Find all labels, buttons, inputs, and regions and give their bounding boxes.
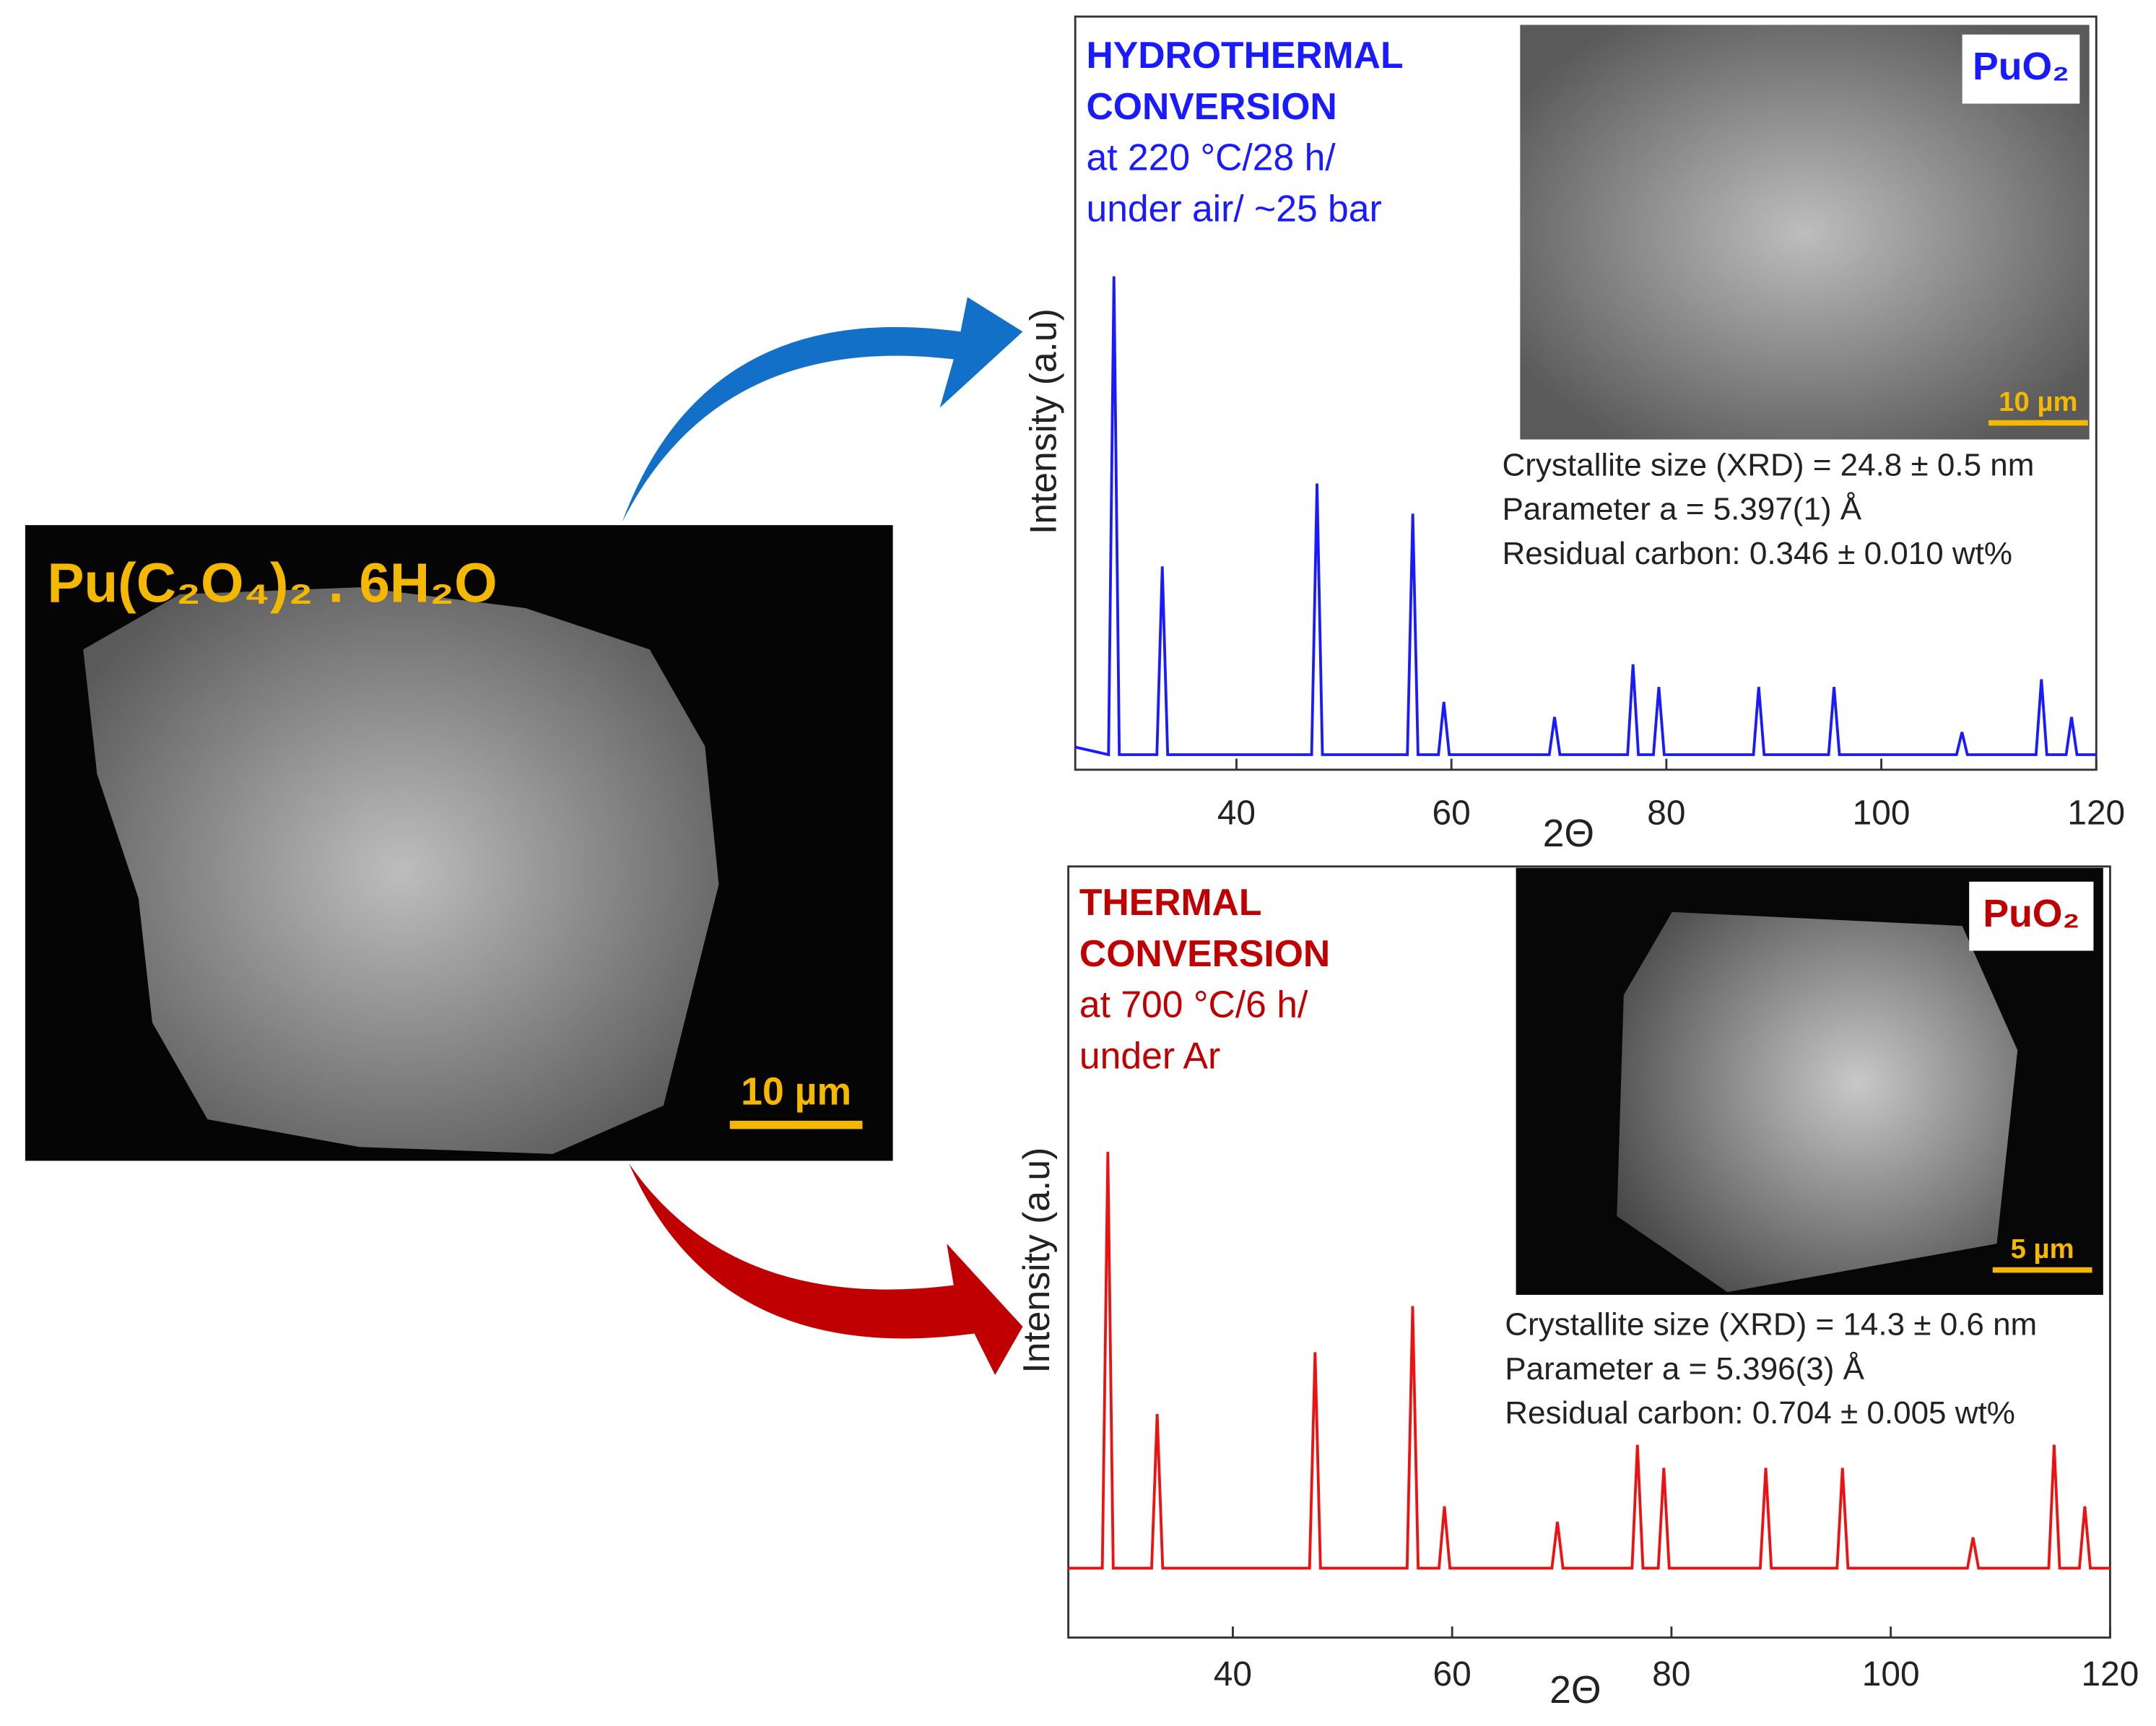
inset-scale: 5 µm [2011, 1233, 2074, 1265]
conversion-title: HYDROTHERMAL [1086, 34, 1403, 76]
stat: Parameter a = 5.396(3) Å [1505, 1351, 1864, 1387]
x-tick-label: 120 [2067, 794, 2125, 833]
x-tick-label: 80 [1652, 1655, 1690, 1694]
conditions: at 700 °C/6 h/ [1079, 984, 1308, 1025]
stat: Crystallite size (XRD) = 24.8 ± 0.5 nm [1502, 447, 2034, 482]
inset-label-box [1962, 34, 2080, 104]
conversion-title: THERMAL [1079, 881, 1262, 923]
inset-label: PuO₂ [1983, 893, 2079, 935]
arrow [629, 1163, 1023, 1375]
xrd-line [1074, 276, 2097, 757]
conversion-title: CONVERSION [1079, 932, 1330, 974]
crystal [83, 587, 719, 1154]
crystal [1617, 911, 2018, 1293]
inset-scale: 10 µm [1999, 386, 2077, 417]
x-tick-label: 100 [1862, 1655, 1920, 1694]
x-tick-label: 80 [1647, 794, 1685, 833]
inset-label-box [1969, 881, 2094, 951]
x-axis-label: 2Θ [1549, 1669, 1601, 1712]
arrow [622, 297, 1023, 523]
conditions: under Ar [1079, 1034, 1220, 1076]
conditions: at 220 °C/28 h/ [1086, 136, 1336, 178]
x-tick-label: 60 [1433, 1655, 1472, 1694]
x-tick-label: 120 [2082, 1655, 2139, 1694]
scale-label: 10 µm [741, 1071, 851, 1114]
x-tick-label: 60 [1433, 794, 1471, 833]
stat: Crystallite size (XRD) = 14.3 ± 0.6 nm [1505, 1307, 2037, 1343]
y-axis-label: Intensity (a.u) [1022, 308, 1064, 534]
sem-label: Pu(C₂O₄)₂ . 6H₂O [48, 552, 497, 614]
stat: Residual carbon: 0.346 ± 0.010 wt% [1502, 536, 2012, 571]
stat: Residual carbon: 0.704 ± 0.005 wt% [1505, 1395, 2015, 1431]
x-tick-label: 100 [1853, 794, 1911, 833]
xrd-line [1068, 1151, 2111, 1570]
conversion-title: CONVERSION [1086, 85, 1336, 127]
conditions: under air/ ~25 bar [1086, 187, 1381, 229]
inset-label: PuO₂ [1973, 45, 2069, 88]
y-axis-label: Intensity (a.u) [1015, 1148, 1057, 1374]
x-axis-label: 2Θ [1543, 812, 1594, 855]
stat: Parameter a = 5.397(1) Å [1502, 492, 1861, 527]
x-tick-label: 40 [1217, 794, 1256, 833]
x-tick-label: 40 [1214, 1655, 1252, 1694]
